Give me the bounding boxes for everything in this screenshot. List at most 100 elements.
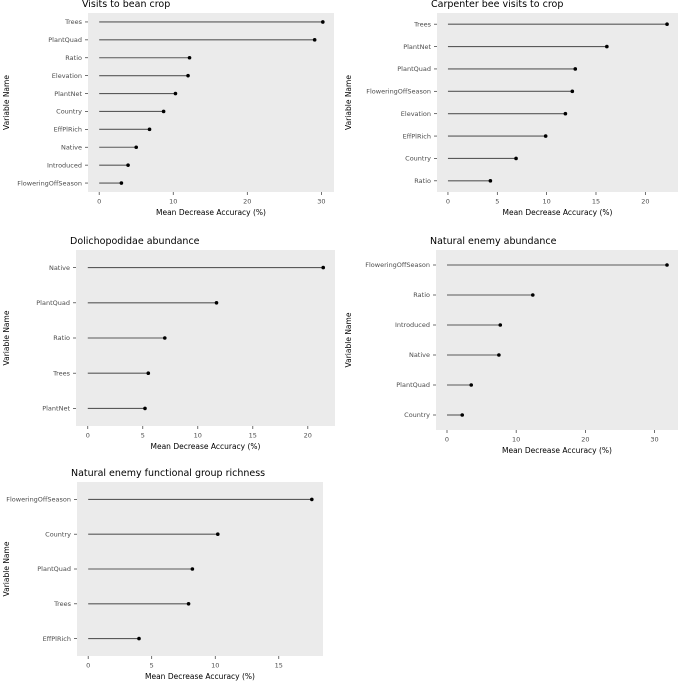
data-point — [134, 145, 139, 150]
y-tick-label: PlantQuad — [48, 36, 82, 44]
data-point — [161, 109, 166, 114]
x-tick-label: 10 — [169, 198, 177, 206]
y-tick-label: PlantNet — [403, 43, 431, 51]
y-tick-label: Elevation — [401, 110, 431, 118]
data-point — [214, 301, 219, 305]
x-tick-label: 0 — [445, 436, 449, 444]
x-tick-label: 10 — [543, 198, 551, 206]
y-tick-label: Trees — [53, 600, 72, 608]
data-point — [543, 134, 548, 138]
y-tick-label: Elevation — [52, 72, 82, 80]
data-point — [215, 532, 220, 536]
data-point — [488, 179, 493, 183]
chart-natural-enemy-functional-group-richness: Natural enemy functional group richness V… — [0, 460, 345, 683]
data-point — [514, 156, 518, 161]
data-point — [173, 91, 178, 96]
x-tick-label: 30 — [650, 436, 658, 444]
data-point — [605, 44, 609, 49]
y-tick-label: PlantQuad — [37, 565, 71, 573]
x-tick-label: 0 — [97, 198, 101, 206]
y-tick-label: PlantNet — [54, 90, 82, 98]
x-axis-label: Mean Decrease Accuracy (%) — [502, 446, 612, 455]
data-point — [563, 111, 568, 116]
data-point — [126, 163, 130, 167]
y-tick-label: Trees — [413, 20, 432, 28]
data-point — [321, 20, 325, 24]
data-point — [460, 413, 465, 417]
data-point — [573, 67, 578, 71]
lollipop-plot-dolichopodidae-abundance: Dolichopodidae abundance Variable Name Nat… — [2, 236, 335, 451]
y-tick-label: FloweringOffSeason — [6, 496, 71, 504]
x-tick-label: 10 — [512, 436, 520, 444]
data-point — [469, 383, 474, 387]
x-tick-label: 5 — [150, 662, 154, 670]
data-point — [146, 371, 151, 375]
y-tick-label: EffPlRich — [54, 126, 82, 134]
data-point — [147, 127, 152, 132]
chart-carpenter-bee-visits: Carpenter bee visits to crop Variable Nam… — [342, 0, 685, 228]
data-point — [119, 181, 124, 185]
data-point — [143, 406, 147, 411]
y-tick-label: EffPlRich — [43, 635, 71, 643]
x-tick-label: 0 — [446, 198, 450, 206]
y-tick-label: Introduced — [395, 321, 430, 329]
y-tick-label: Country — [404, 411, 430, 419]
y-tick-label: Ratio — [414, 177, 431, 185]
data-point — [190, 567, 195, 571]
data-point — [186, 602, 191, 606]
x-tick-label: 15 — [249, 432, 257, 440]
chart-title: Dolichopodidae abundance — [70, 236, 200, 247]
lollipop-plot-visits-to-bean-crop: Visits to bean crop Variable Name Trees Pla… — [2, 0, 334, 217]
y-tick-label: PlantQuad — [396, 381, 430, 389]
y-axis-label: Variable Name — [344, 75, 353, 130]
chart-title: Natural enemy abundance — [430, 236, 557, 247]
y-tick-label: PlantNet — [42, 405, 70, 413]
y-tick-label: Introduced — [47, 161, 82, 169]
chart-visits-to-bean-crop: Visits to bean crop Variable Name Trees Pla… — [0, 0, 342, 228]
x-tick-label: 10 — [211, 662, 219, 670]
lollipop-plot-natural-enemy-abundance: Natural enemy abundance Variable Name Flow… — [344, 236, 678, 455]
y-tick-label: Trees — [64, 18, 83, 26]
data-point — [312, 38, 317, 42]
x-axis-label: Mean Decrease Accuracy (%) — [151, 442, 261, 451]
y-axis-label: Variable Name — [2, 75, 11, 130]
x-tick-label: 30 — [317, 198, 325, 206]
plot-panel — [437, 13, 678, 192]
y-tick-label: Ratio — [65, 54, 82, 62]
x-tick-label: 0 — [86, 662, 90, 670]
x-tick-label: 20 — [243, 198, 251, 206]
x-tick-label: 15 — [275, 662, 283, 670]
y-tick-label: EffPlRich — [403, 132, 431, 140]
data-point — [310, 497, 314, 502]
lollipop-plot-natural-enemy-functional-group-richness: Natural enemy functional group richness V… — [2, 468, 323, 681]
data-point — [665, 263, 669, 267]
data-point — [321, 265, 326, 270]
y-tick-label: Ratio — [413, 291, 430, 299]
x-tick-label: 15 — [592, 198, 600, 206]
data-point — [186, 73, 190, 78]
y-tick-label: Native — [61, 143, 82, 151]
chart-title: Visits to bean crop — [82, 0, 170, 10]
chart-dolichopodidae-abundance: Dolichopodidae abundance Variable Name Nat… — [0, 230, 345, 458]
y-tick-label: Trees — [52, 369, 71, 377]
y-tick-label: PlantQuad — [36, 299, 70, 307]
chart-title: Natural enemy functional group richness — [71, 468, 265, 479]
x-tick-label: 20 — [641, 198, 649, 206]
y-axis-label: Variable Name — [2, 541, 11, 596]
y-tick-label: PlantQuad — [397, 65, 431, 73]
x-tick-label: 0 — [86, 432, 90, 440]
data-point — [665, 22, 669, 26]
y-tick-label: FloweringOffSeason — [365, 261, 430, 269]
x-axis-label: Mean Decrease Accuracy (%) — [145, 672, 255, 681]
x-tick-label: 5 — [495, 198, 499, 206]
y-tick-label: Country — [45, 530, 71, 538]
plot-panel — [436, 250, 678, 430]
data-point — [530, 293, 535, 297]
plot-panel — [88, 13, 334, 192]
y-axis-label: Variable Name — [344, 312, 353, 367]
x-tick-label: 5 — [141, 432, 145, 440]
y-tick-label: Ratio — [53, 334, 70, 342]
data-point — [187, 55, 192, 60]
x-tick-label: 20 — [304, 432, 312, 440]
